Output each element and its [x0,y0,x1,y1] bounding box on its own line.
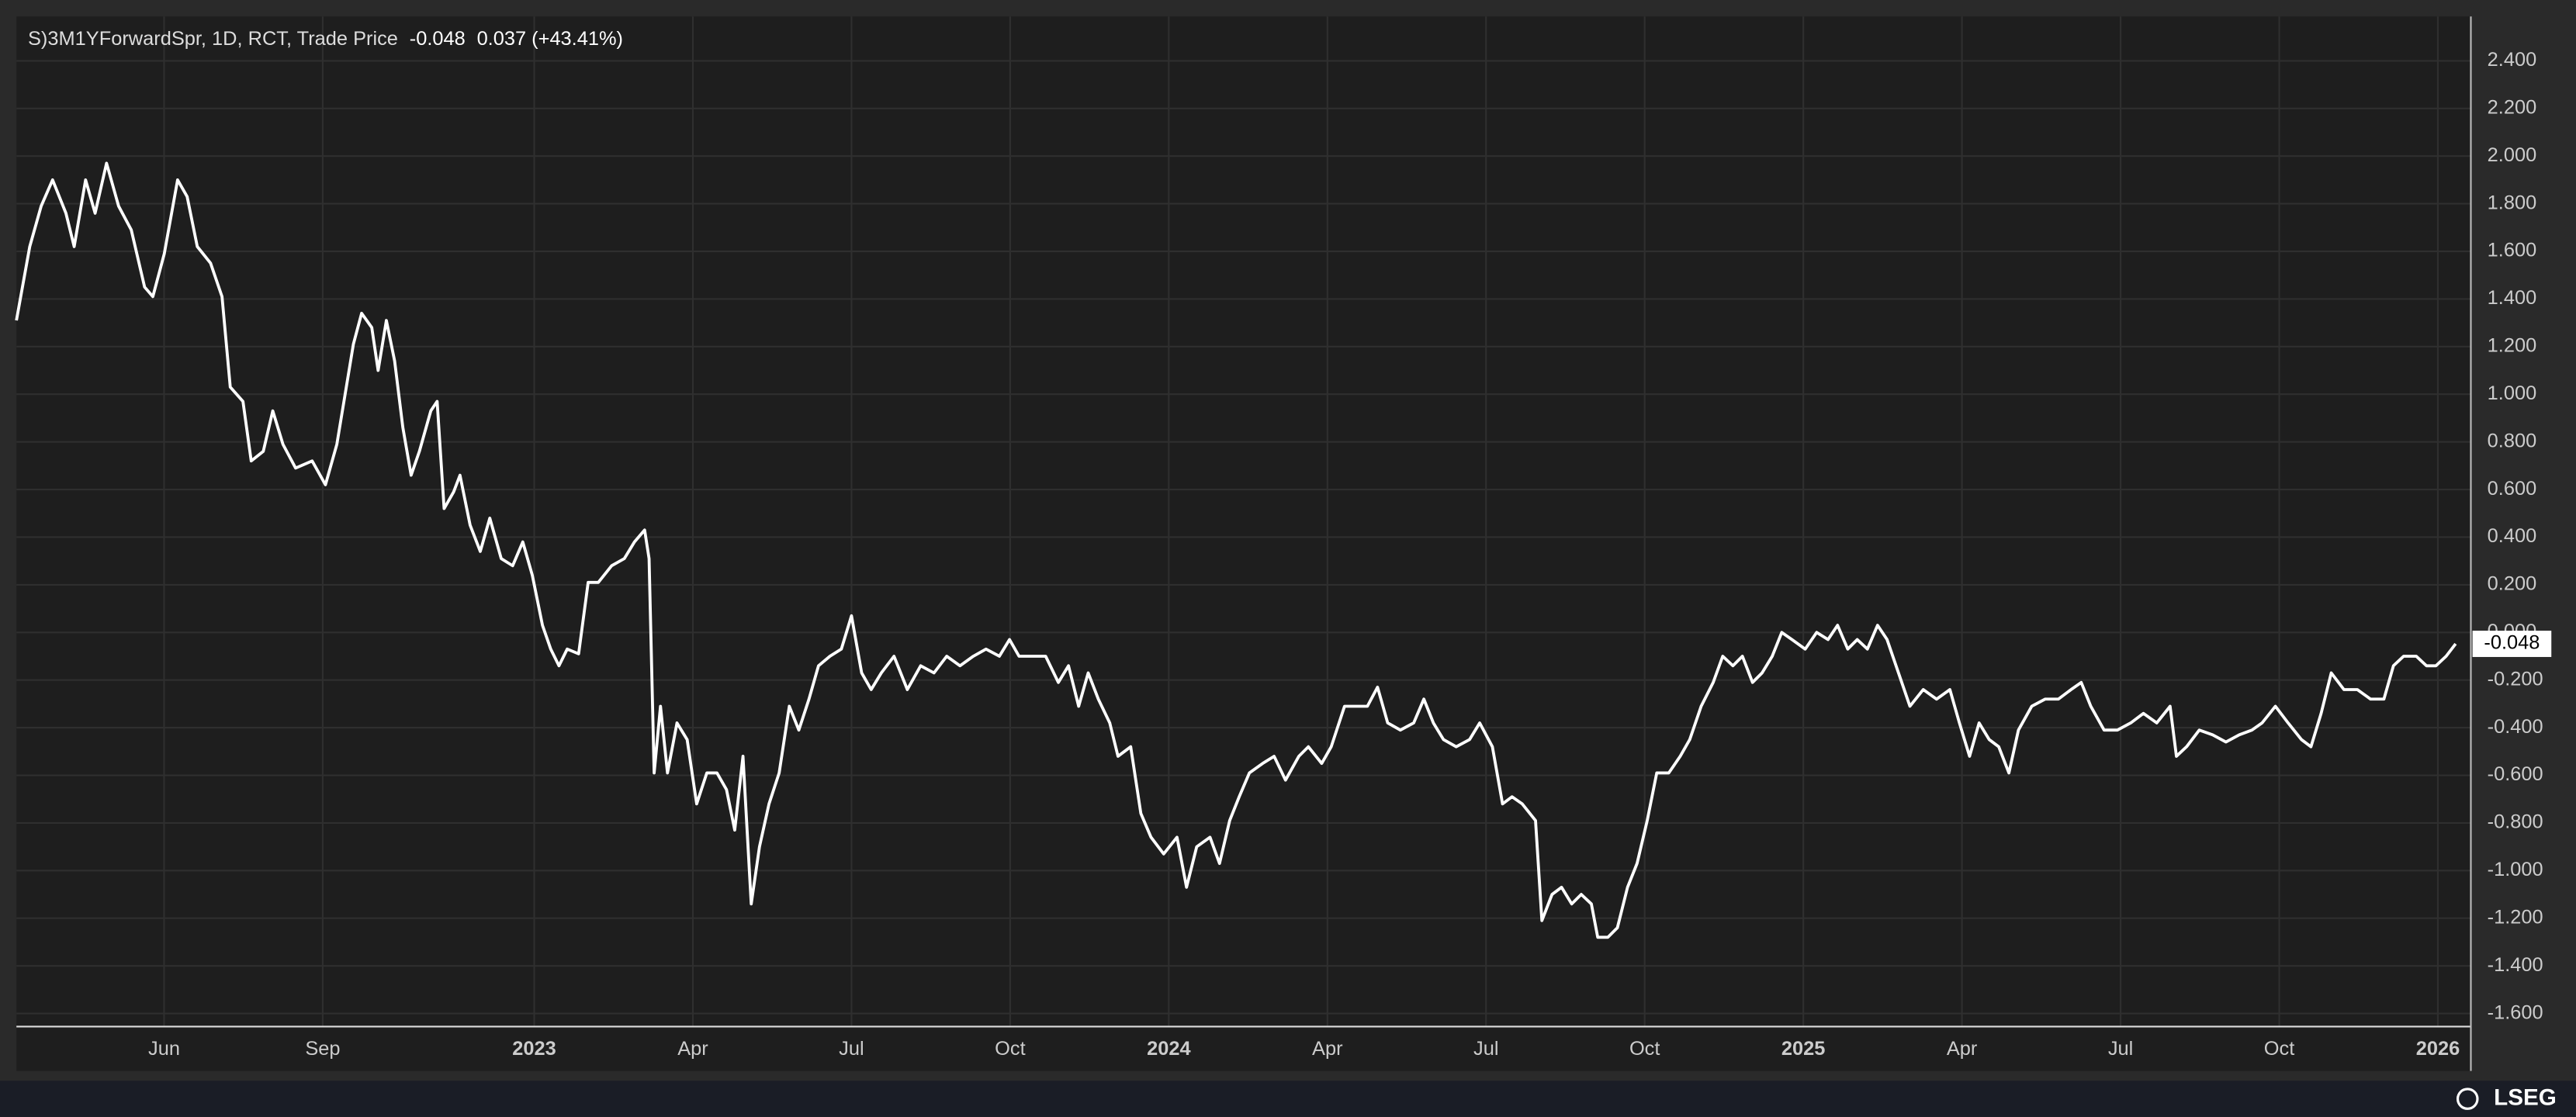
price-tag-label: -0.048 [2484,632,2540,654]
y-tick-label: 1.800 [2488,192,2537,213]
footer-bar [0,1081,2576,1117]
y-tick-label: 0.200 [2488,573,2537,595]
price-tag [2472,631,2552,657]
chart-title: S)3M1YForwardSpr, 1D, RCT, Trade Price [28,28,398,50]
x-tick-label: Oct [2264,1038,2295,1060]
x-tick-label: Apr [1947,1038,1978,1060]
y-tick-label: 2.200 [2488,96,2537,118]
y-tick-label: 1.200 [2488,335,2537,357]
logo-icon [2456,1088,2479,1110]
x-tick-label: Jun [148,1038,180,1060]
brand: LSEG [2494,1084,2557,1110]
y-tick-label: 1.000 [2488,382,2537,404]
y-tick-label: 2.400 [2488,49,2537,71]
y-tick-label: 2.000 [2488,144,2537,166]
y-tick-label: 0.600 [2488,478,2537,500]
x-tick-label: 2023 [512,1038,556,1060]
y-tick-label: 0.400 [2488,525,2537,547]
y-tick-label: -0.200 [2488,668,2543,690]
marks [15,161,2457,939]
x-tick-label: Oct [1629,1038,1660,1060]
x-tick-label: Jul [839,1038,864,1060]
x-tick-label: Oct [995,1038,1026,1060]
x-tick-label: 2025 [1781,1038,1825,1060]
data-line [15,161,2457,939]
x-tick-label: Apr [1312,1038,1343,1060]
x-tick-label: 2024 [1147,1038,1190,1060]
plot-background [16,16,2471,1071]
y-tick-label: 1.600 [2488,240,2537,261]
header: S)3M1YForwardSpr, 1D, RCT, Trade Price -0… [28,28,623,50]
last-value: -0.048 [410,28,466,50]
x-tick-label: Apr [677,1038,708,1060]
y-tick-label: 1.400 [2488,287,2537,309]
brand-logo: LSEG [2456,1084,2557,1110]
x-tick-label: Jul [1473,1038,1498,1060]
y-tick-label: -0.400 [2488,716,2543,738]
y-tick-label: -0.800 [2488,811,2543,833]
y-tick-label: -1.200 [2488,906,2543,928]
y-tick-label: -1.400 [2488,954,2543,976]
x-tick-label: 2026 [2416,1038,2460,1060]
x-tick-label: Jul [2108,1038,2133,1060]
y-tick-label: 0.800 [2488,430,2537,451]
y-tick-label: -1.600 [2488,1001,2543,1023]
change-value: 0.037 (+43.41%) [477,28,623,50]
y-tick-label: -1.000 [2488,859,2543,880]
y-tick-label: -0.600 [2488,763,2543,785]
x-tick-label: Sep [305,1038,340,1060]
grid [16,16,2471,1027]
